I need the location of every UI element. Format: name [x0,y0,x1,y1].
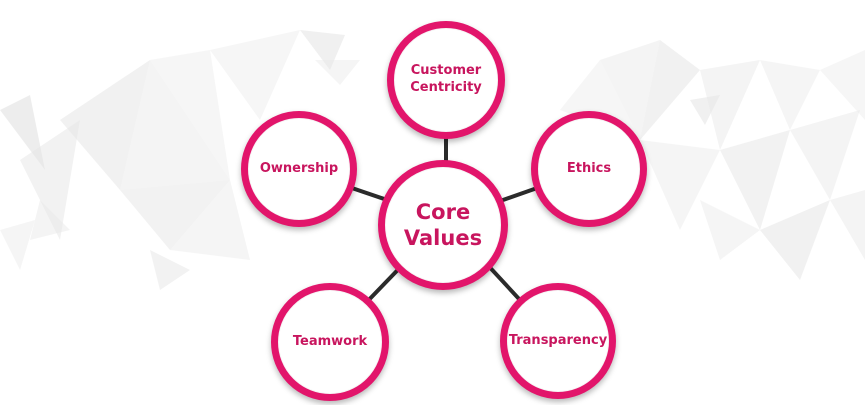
node-ethics: Ethics [531,111,647,227]
node-ownership-label: Ownership [259,160,339,176]
node-customer-centricity-label: Customer Centricity [410,63,482,95]
node-teamwork: Teamwork [271,283,389,401]
node-teamwork-label: Teamwork [292,333,368,349]
node-ownership: Ownership [241,111,357,227]
node-ethics-label: Ethics [566,160,612,176]
node-transparency: Transparency [500,283,616,399]
node-core-values: Core Values [378,160,508,290]
node-core-values-label: Core Values [403,199,483,250]
node-transparency-label: Transparency [508,332,608,348]
node-customer-centricity: Customer Centricity [387,21,505,139]
